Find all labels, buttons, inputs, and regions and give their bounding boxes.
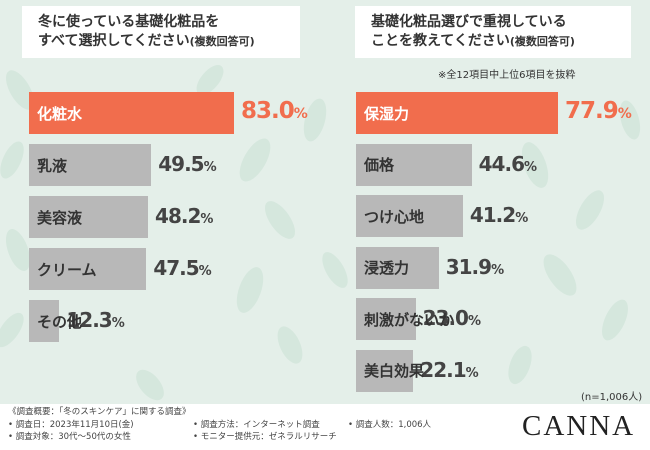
left-bar-value: 12.3% — [66, 308, 124, 332]
left-bar-value: 83.0% — [241, 98, 308, 124]
survey-overview: 《調査概要：「冬のスキンケア」に関する調査》 — [8, 407, 191, 417]
right-bar-label: 価格 — [364, 156, 395, 174]
right-bar: 刺激がないか — [356, 298, 454, 340]
top-items-note: ※全12項目中上位6項目を抜粋 — [438, 70, 576, 81]
left-value-number: 49.5 — [158, 152, 204, 176]
right-bar: 保湿力 — [356, 92, 558, 134]
right-bar: つけ心地 — [356, 195, 463, 237]
right-bar-value: 31.9% — [446, 255, 504, 279]
right-bar-label: つけ心地 — [364, 207, 425, 226]
right-title-suffix: (複数回答可) — [509, 35, 575, 48]
right-value-unit: % — [524, 159, 538, 175]
right-bar: 浸透力 — [356, 246, 439, 289]
right-value-unit: % — [465, 365, 479, 381]
monitor-provider: • モニター提供元：ゼネラルリサーチ — [193, 432, 337, 442]
left-value-unit: % — [293, 106, 308, 122]
left-value-number: 48.2 — [155, 204, 201, 228]
left-bar-label: 美容液 — [37, 208, 83, 227]
left-bar: 乳液 — [29, 144, 152, 186]
right-bar-label: 刺激がないか — [364, 310, 455, 329]
right-bar-value: 23.0% — [423, 306, 481, 330]
right-value-unit: % — [617, 106, 632, 122]
right-value-number: 41.2 — [469, 203, 516, 227]
brand-logo: CANNA — [522, 410, 636, 442]
survey-date: • 調査日：2023年11月10日(金) — [8, 420, 134, 430]
left-bar: 美容液 — [29, 196, 149, 238]
survey-method: • 調査方法：インターネット調査 — [193, 420, 320, 430]
right-bar-value: 41.2% — [470, 203, 528, 227]
right-bar: 価格 — [356, 143, 472, 186]
right-value-unit: % — [515, 211, 529, 226]
left-bar-value: 48.2% — [155, 204, 213, 228]
left-bar-value: 49.5% — [158, 152, 216, 176]
sample-size-note: (n=1,006人) — [581, 392, 643, 403]
right-title-line1: 基礎化粧品選びで重視している — [371, 14, 567, 30]
right-title-line2: ことを教えてください — [371, 33, 510, 49]
left-bar: 化粧水 — [29, 92, 234, 134]
left-bar-label: 化粧水 — [37, 104, 83, 123]
left-value-number: 47.5 — [153, 256, 199, 280]
left-bar: その他 — [29, 300, 82, 342]
right-bar-label: 美白効果 — [364, 362, 425, 380]
right-value-number: 31.9 — [445, 254, 492, 279]
right-bar-value: 44.6% — [479, 152, 537, 176]
right-bar-value: 77.9% — [565, 98, 632, 124]
left-bar: クリーム — [29, 248, 147, 290]
survey-target: • 調査対象：30代〜50代の女性 — [8, 432, 131, 442]
right-value-number: 22.1 — [420, 357, 466, 382]
survey-count: • 調査人数：1,006人 — [348, 420, 432, 430]
left-title-line1: 冬に使っている基礎化粧品を — [38, 14, 220, 30]
left-value-unit: % — [203, 160, 217, 175]
left-bar-label: その他 — [37, 312, 83, 331]
right-bar-label: 浸透力 — [364, 259, 410, 277]
left-title-line2: すべて選択してください — [38, 33, 190, 49]
left-value-unit: % — [111, 316, 125, 331]
right-bar-label: 保湿力 — [364, 104, 410, 123]
right-value-unit: % — [467, 314, 482, 329]
right-value-number: 23.0 — [422, 306, 469, 330]
left-bar-label: クリーム — [37, 260, 97, 279]
survey-footer: 《調査概要：「冬のスキンケア」に関する調査》 • 調査日：2023年11月10日… — [0, 404, 650, 450]
right-value-unit: % — [491, 262, 505, 278]
right-bar: 美白効果 — [356, 349, 424, 392]
left-value-number: 12.3 — [66, 308, 112, 332]
right-chart-title: 基礎化粧品選びで重視している ことを教えてください(複数回答可) — [355, 6, 631, 58]
left-value-number: 83.0 — [241, 98, 295, 124]
right-value-number: 77.9 — [565, 98, 619, 124]
right-bar-value: 22.1% — [420, 358, 478, 382]
left-value-unit: % — [200, 212, 214, 227]
right-value-number: 44.6 — [478, 151, 525, 176]
left-value-unit: % — [198, 264, 212, 279]
left-bar-value: 47.5% — [153, 256, 211, 280]
left-title-suffix: (複数回答可) — [189, 35, 255, 48]
left-bar-label: 乳液 — [37, 156, 68, 175]
left-chart-title: 冬に使っている基礎化粧品を すべて選択してください(複数回答可) — [22, 6, 300, 58]
